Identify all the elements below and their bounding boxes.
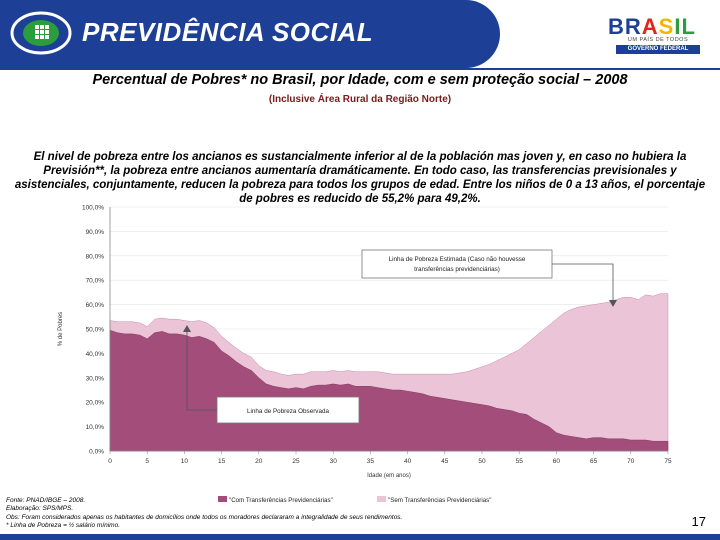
y-tick-label: 60,0%: [86, 302, 105, 309]
header-band: [0, 0, 460, 68]
legend-swatch-com: [218, 496, 227, 502]
annotation-text-estimada-2: transferências previdenciárias): [414, 266, 500, 273]
header: PREVIDÊNCIA SOCIAL BRASIL UM PAÍS DE TOD…: [0, 0, 720, 68]
annotation-box-estimada: [361, 249, 553, 279]
annotation-text-estimada: Linha de Pobreza Estimada (Caso não houv…: [389, 256, 526, 263]
y-tick-label: 90,0%: [86, 229, 105, 236]
x-tick-label: 25: [292, 458, 300, 465]
x-tick-label: 10: [181, 458, 189, 465]
annotation-arrowhead-estimada: [609, 300, 617, 307]
brasil-wordmark: BRASIL: [608, 14, 696, 39]
x-tick-label: 30: [330, 458, 338, 465]
x-axis-label: Idade (em anos): [367, 473, 411, 479]
annotation-arrowhead-observada: [183, 325, 191, 332]
y-tick-label: 20,0%: [86, 400, 105, 407]
y-tick-label: 0,0%: [89, 449, 104, 456]
legend-label-com: "Com Transferências Previdenciárias": [229, 497, 333, 504]
annotation-arrow-estimada: [552, 263, 614, 302]
y-tick-label: 40,0%: [86, 351, 105, 358]
x-tick-label: 75: [664, 458, 672, 465]
y-tick-label: 50,0%: [86, 327, 105, 334]
annotation-arrow-observada: [186, 330, 217, 411]
footnote-elaboration: Elaboração: SPS/MPS.: [6, 505, 74, 513]
previdencia-logo-icon: [10, 11, 72, 55]
page-number: 17: [691, 514, 706, 529]
footnote-obs: Obs: Foram considerados apenas os habita…: [6, 513, 403, 521]
x-tick-label: 60: [553, 458, 561, 465]
header-title: PREVIDÊNCIA SOCIAL: [82, 17, 374, 47]
y-tick-label: 70,0%: [86, 278, 105, 285]
header-divider: [0, 68, 720, 70]
annotation-box-observada: [216, 396, 360, 424]
brasil-tagline: UM PAÍS DE TODOS: [627, 37, 689, 43]
footer-bar: [0, 534, 720, 540]
slide-title: Percentual de Pobres* no Brasil, por Ida…: [92, 72, 628, 88]
y-axis-label: % de Pobres: [58, 312, 64, 346]
x-tick-label: 15: [218, 458, 226, 465]
x-tick-label: 20: [255, 458, 263, 465]
brasil-logo: BRASIL UM PAÍS DE TODOS GOVERNO FEDERAL: [608, 14, 708, 54]
x-tick-label: 45: [441, 458, 449, 465]
annotation-text-observada: Linha de Pobreza Observada: [247, 408, 329, 415]
x-tick-label: 5: [145, 458, 149, 465]
footnote-source: Fonte: PNAD/IBGE – 2008.: [6, 497, 86, 504]
x-tick-label: 65: [590, 458, 598, 465]
summary-text: El nivel de pobreza entre los ancianos e…: [14, 151, 706, 205]
slide-subtitle: (Inclusive Área Rural da Região Norte): [268, 94, 452, 105]
x-tick-label: 35: [367, 458, 375, 465]
legend-label-sem: "Sem Transferências Previdenciárias": [388, 497, 491, 504]
x-tick-label: 50: [478, 458, 486, 465]
x-tick-label: 40: [404, 458, 412, 465]
y-tick-label: 10,0%: [86, 424, 105, 431]
x-tick-label: 0: [108, 458, 112, 465]
y-tick-label: 100,0%: [82, 205, 104, 212]
legend-swatch-sem: [377, 496, 386, 502]
x-tick-label: 70: [627, 458, 635, 465]
y-tick-label: 80,0%: [86, 253, 105, 260]
brasil-gov: GOVERNO FEDERAL: [616, 45, 700, 54]
x-tick-label: 55: [516, 458, 524, 465]
header-band-curve: [440, 0, 500, 68]
footnote-poverty-line: * Linha de Pobreza = ½ salário mínimo.: [6, 521, 120, 529]
footnotes: Fonte: PNAD/IBGE – 2008. Elaboração: SPS…: [6, 497, 402, 530]
y-tick-label: 30,0%: [86, 375, 105, 382]
